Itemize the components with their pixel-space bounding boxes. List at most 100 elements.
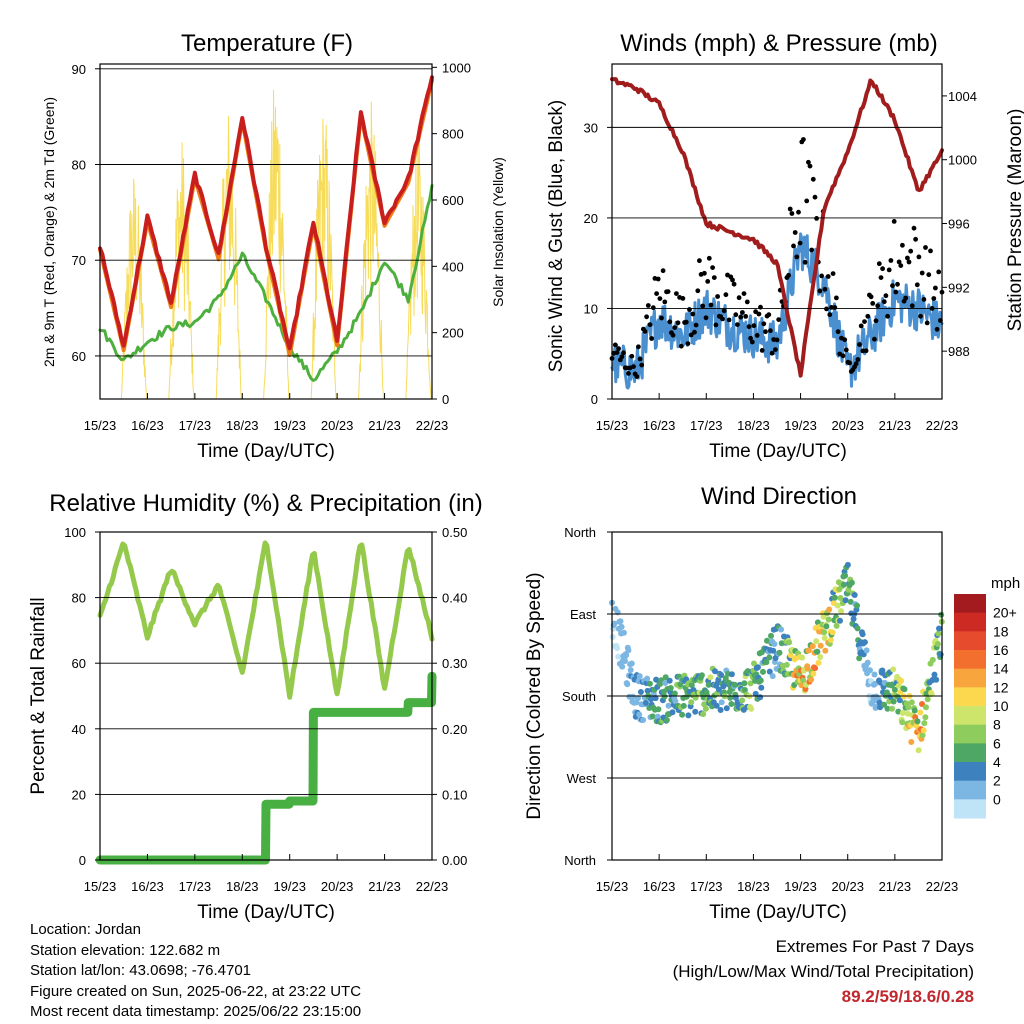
gust-dot <box>637 356 643 362</box>
direction-dot <box>850 616 857 622</box>
direction-dot <box>734 699 741 706</box>
gust-dot <box>695 288 701 294</box>
direction-dot <box>871 671 878 678</box>
gust-dot <box>733 312 739 318</box>
direction-dot <box>831 594 838 601</box>
gust-dot <box>685 341 691 346</box>
gust-dot <box>855 357 861 362</box>
temperature-ylabel-left: 2m & 9m T (Red, Orange) & 2m Td (Green) <box>41 97 57 367</box>
gust-dot <box>642 329 648 334</box>
direction-dot <box>900 693 907 700</box>
x-tick-label: 22/23 <box>926 879 959 894</box>
gust-dot <box>881 299 887 305</box>
x-tick-label: 16/23 <box>131 418 164 433</box>
y-tick-label: 40 <box>72 722 86 737</box>
direction-dot <box>768 632 774 639</box>
gust-dot <box>870 301 876 306</box>
gust-dot <box>644 314 649 320</box>
direction-dot <box>890 666 897 673</box>
direction-dot <box>705 681 712 688</box>
direction-dot <box>920 727 927 734</box>
x-tick-label: 18/23 <box>737 879 770 894</box>
gust-dot <box>840 353 846 359</box>
direction-dot <box>615 653 622 660</box>
gust-dot <box>863 348 869 354</box>
direction-dot <box>619 663 626 670</box>
gust-dot <box>916 254 922 260</box>
gust-dot <box>918 313 923 319</box>
recent-timestamp: Most recent data timestamp: 2025/06/22 2… <box>30 1003 362 1020</box>
direction-dot <box>840 581 847 588</box>
x-tick-label: 22/23 <box>416 418 449 433</box>
direction-dot <box>718 699 725 706</box>
direction-dot <box>688 682 695 689</box>
gust-dot <box>827 312 833 318</box>
gust-dot <box>847 360 852 366</box>
gust-dot <box>631 364 636 369</box>
direction-dot <box>628 660 635 667</box>
gust-dot <box>872 336 877 342</box>
gust-dot <box>730 277 735 283</box>
gust-dot <box>736 295 742 301</box>
y2-tick-label: 1000 <box>442 60 471 75</box>
gust-dot <box>650 305 656 311</box>
winds-xlabel: Time (Day/UTC) <box>709 441 847 462</box>
x-tick-label: 17/23 <box>179 418 212 433</box>
humidity-ylabel-left: Percent & Total Rainfall <box>28 597 49 794</box>
direction-dot <box>680 702 687 709</box>
direction-dot <box>938 611 945 618</box>
direction-dot <box>844 561 851 568</box>
direction-dot <box>914 718 921 725</box>
direction-dot <box>769 673 776 680</box>
gust-dot <box>636 344 641 350</box>
legend-label: 14 <box>993 661 1009 677</box>
gust-dot <box>740 310 745 315</box>
gust-dot <box>720 316 725 322</box>
direction-dot <box>919 701 925 707</box>
direction-dot <box>665 702 672 709</box>
gust-dot <box>786 272 791 278</box>
gust-dot <box>865 313 871 319</box>
gust-dot <box>657 296 663 301</box>
y2-tick-label: 800 <box>442 127 464 142</box>
direction-dot <box>891 686 898 693</box>
direction-dot <box>786 639 793 646</box>
gust-dot <box>885 313 890 319</box>
winds-x-ticks: 15/23 16/23 17/23 18/23 19/23 20/23 21/23 22/23 <box>596 393 958 433</box>
x-tick-label: 17/23 <box>179 879 212 894</box>
direction-dot <box>728 701 735 707</box>
direction-dot <box>826 606 833 613</box>
temperature-xlabel: Time (Day/UTC) <box>197 441 335 462</box>
direction-dot <box>876 699 883 706</box>
station-pressure-line <box>610 77 944 378</box>
direction-dot <box>859 631 866 638</box>
direction-dot <box>672 698 679 705</box>
x-tick-label: 20/23 <box>831 418 864 433</box>
gust-dot <box>817 288 823 294</box>
direction-dot <box>649 713 656 720</box>
gust-dot <box>776 317 782 322</box>
direction-dot <box>901 686 908 693</box>
gust-dot <box>665 289 671 294</box>
gust-dot <box>690 311 696 317</box>
direction-dot <box>812 665 819 672</box>
gust-dot <box>756 311 762 317</box>
direction-dot <box>821 629 828 636</box>
humidity-panel: Relative Humidity (%) & Precipitation (i… <box>28 490 483 923</box>
gust-dot <box>890 283 895 289</box>
direction-dot <box>770 647 777 654</box>
direction-dot <box>915 747 922 754</box>
gust-dot <box>876 261 882 267</box>
direction-dot <box>764 637 770 644</box>
direction-dot <box>629 693 636 700</box>
gust-dot <box>715 294 720 299</box>
gust-dot <box>763 329 768 335</box>
gust-dot <box>705 279 711 284</box>
direction-dot <box>798 682 805 689</box>
direction-dot <box>854 625 861 632</box>
x-tick-label: 19/23 <box>273 418 306 433</box>
legend-swatch <box>954 687 986 707</box>
direction-dot <box>817 642 824 649</box>
gust-dot <box>878 275 884 280</box>
temperature-x-ticks: 15/23 16/23 17/23 18/23 19/23 20/23 21/23 22/23 <box>84 393 449 433</box>
